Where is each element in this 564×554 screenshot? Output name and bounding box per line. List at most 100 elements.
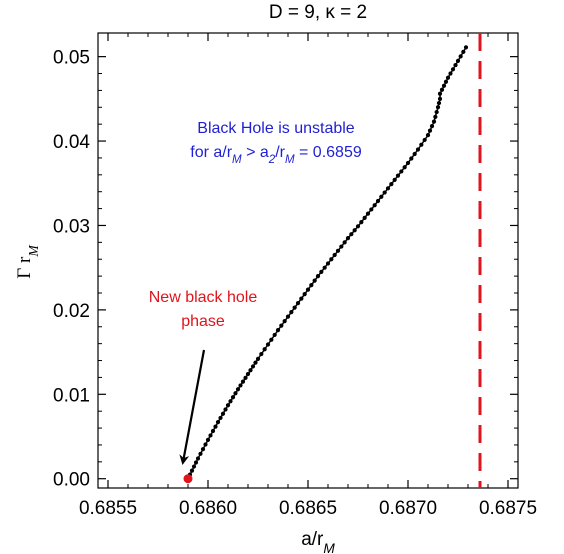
data-point — [255, 356, 261, 361]
data-point — [238, 383, 243, 388]
data-point — [285, 314, 291, 319]
data-point — [372, 203, 377, 208]
data-point — [461, 49, 466, 54]
data-point — [409, 156, 414, 161]
data-point — [412, 151, 417, 157]
series-points — [185, 45, 469, 481]
y-tick-label: 0.05 — [53, 48, 90, 69]
data-point — [335, 248, 341, 253]
y-axis-label: Γ rM — [14, 244, 41, 279]
data-point — [362, 215, 367, 220]
y-tick-label: 0.04 — [53, 132, 90, 153]
data-point — [450, 67, 456, 72]
data-point — [259, 351, 264, 357]
data-point — [448, 71, 453, 76]
data-point — [359, 219, 364, 225]
data-point — [213, 424, 218, 429]
data-point — [437, 96, 443, 101]
data-point — [299, 296, 304, 301]
data-point — [443, 79, 449, 84]
data-point — [349, 232, 354, 237]
data-point — [193, 460, 199, 465]
data-point — [436, 100, 442, 106]
data-point — [315, 274, 321, 279]
data-point — [352, 228, 357, 233]
data-point — [392, 177, 397, 182]
plot-frame — [97, 32, 519, 489]
x-axis-label: a/rM — [301, 529, 335, 554]
data-point — [355, 224, 361, 229]
x-axis-ticks: 0.6855 0.6860 0.6865 0.6870 0.6875 — [79, 33, 537, 519]
data-point — [342, 240, 347, 245]
y-tick-label: 0.00 — [53, 470, 90, 491]
data-point — [203, 442, 208, 447]
data-point — [389, 182, 394, 187]
data-point — [427, 128, 433, 133]
data-point — [282, 319, 287, 324]
data-point — [233, 391, 238, 396]
data-point — [191, 464, 197, 469]
data-point — [439, 87, 445, 92]
data-point — [322, 265, 327, 270]
data-point — [262, 347, 267, 352]
data-point — [253, 360, 258, 365]
data-point — [441, 83, 447, 88]
data-point — [435, 105, 441, 110]
data-point — [425, 133, 431, 138]
data-point — [248, 368, 253, 373]
data-point — [265, 342, 271, 347]
data-point — [208, 433, 213, 438]
x-tick-label: 0.6855 — [79, 498, 137, 519]
data-point — [275, 328, 281, 333]
data-point — [429, 124, 435, 129]
data-point — [422, 137, 427, 143]
data-point — [200, 447, 206, 452]
data-point — [269, 337, 274, 342]
data-point — [250, 364, 256, 369]
data-point — [325, 261, 331, 266]
data-point — [243, 375, 248, 380]
data-point — [305, 287, 311, 292]
x-tick-label: 0.6865 — [279, 498, 337, 519]
data-point — [375, 198, 381, 204]
data-point — [329, 257, 334, 262]
data-point — [210, 428, 216, 434]
annotation-unstable-line1: Black Hole is unstable — [197, 120, 355, 137]
x-tick-label: 0.6860 — [179, 498, 237, 519]
data-point — [458, 54, 463, 59]
x-tick-label: 0.6875 — [479, 498, 537, 519]
data-point — [289, 310, 294, 315]
data-point — [453, 62, 458, 68]
data-point — [385, 186, 391, 191]
data-point — [365, 211, 371, 216]
data-point — [312, 278, 317, 283]
x-tick-label: 0.6870 — [379, 498, 437, 519]
data-point — [198, 451, 203, 456]
data-point — [205, 437, 211, 442]
new-phase-point — [183, 474, 193, 484]
data-point — [189, 468, 195, 473]
data-point — [339, 244, 344, 249]
data-point — [272, 332, 277, 338]
data-point — [369, 207, 374, 212]
data-point — [302, 292, 307, 297]
data-point — [292, 305, 297, 310]
annotation-unstable-line2: for a/rM > a2/rM = 0.6859 — [190, 144, 362, 166]
y-axis-ticks: 0.00 0.01 0.02 0.03 0.04 0.05 — [53, 48, 518, 491]
data-point — [228, 399, 233, 404]
data-point — [431, 119, 437, 124]
data-point — [215, 420, 221, 425]
data-point — [240, 379, 246, 384]
data-point — [279, 323, 284, 328]
data-point — [402, 165, 407, 170]
y-tick-label: 0.03 — [53, 216, 90, 237]
data-point — [235, 387, 241, 392]
data-point — [395, 173, 401, 178]
y-tick-label: 0.01 — [53, 385, 90, 406]
data-point — [463, 45, 469, 50]
data-point — [419, 142, 424, 147]
data-point — [218, 415, 223, 421]
data-point — [245, 371, 251, 377]
data-point — [220, 411, 226, 416]
